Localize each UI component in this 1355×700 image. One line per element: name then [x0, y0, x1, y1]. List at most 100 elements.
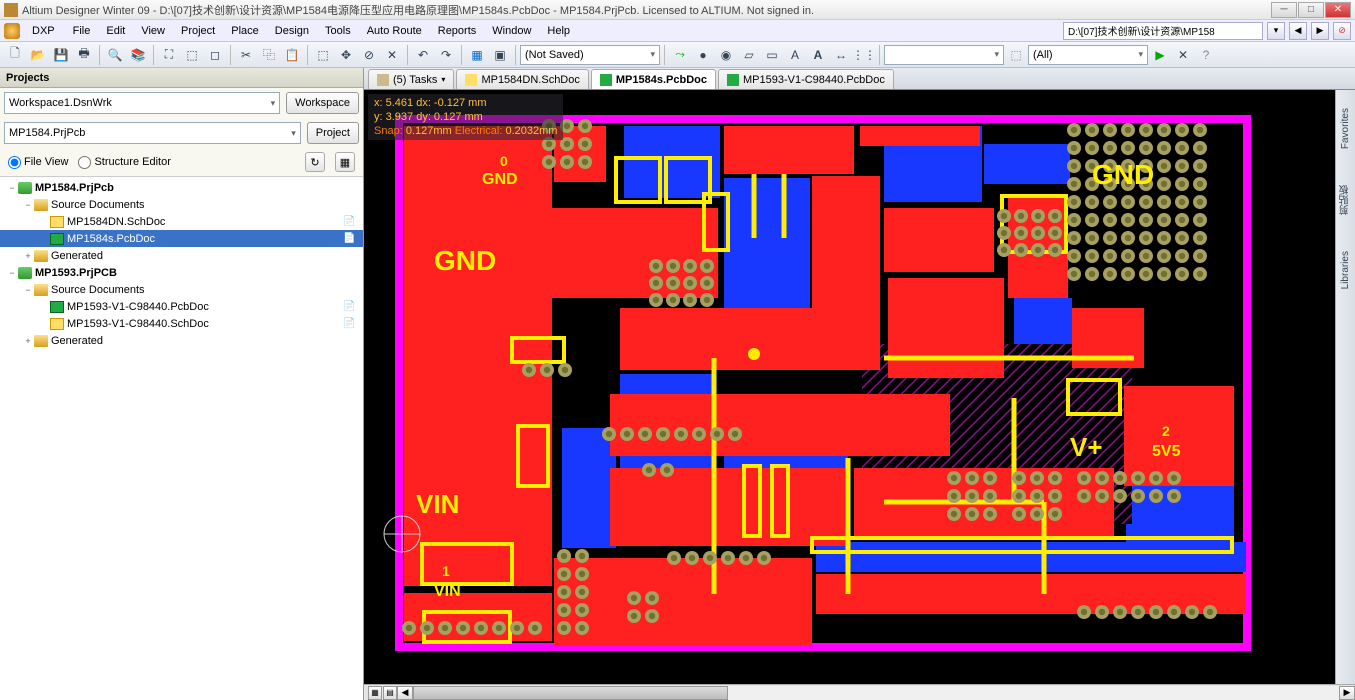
side-tab-剪贴板[interactable]: 剪贴板 — [1336, 177, 1355, 223]
layer-icon[interactable]: ▦ — [466, 44, 488, 66]
menu-project[interactable]: Project — [173, 23, 223, 39]
tree-toggle-icon[interactable]: + — [22, 251, 34, 261]
undo-icon[interactable]: ↶ — [412, 44, 434, 66]
cut-icon[interactable]: ✂ — [235, 44, 257, 66]
filter-combo[interactable] — [884, 45, 1004, 65]
projects-header[interactable]: Projects — [0, 68, 363, 88]
dxp-icon[interactable] — [4, 23, 20, 39]
zoom-area-icon[interactable]: ⬚ — [181, 44, 203, 66]
run-icon[interactable]: ▶ — [1149, 44, 1171, 66]
tree-status-icon: 📄 — [343, 216, 357, 227]
menu-help[interactable]: Help — [539, 23, 578, 39]
scroll-thumb[interactable] — [413, 686, 728, 700]
lib-icon[interactable]: 📚 — [127, 44, 149, 66]
doc-tab[interactable]: MP1584DN.SchDoc — [456, 69, 588, 89]
clear-icon[interactable]: ✕ — [381, 44, 403, 66]
array-icon[interactable]: ⋮⋮ — [853, 44, 875, 66]
all-combo[interactable]: (All) — [1028, 45, 1148, 65]
tree-item[interactable]: −MP1593.PrjPCB — [0, 264, 363, 281]
poly-icon[interactable]: ▱ — [738, 44, 760, 66]
text-bold-icon[interactable]: A — [807, 44, 829, 66]
doc-tab[interactable]: (5) Tasks▾ — [368, 69, 454, 89]
ls-tab-icon[interactable]: ▤ — [383, 686, 397, 700]
ls-tab-icon[interactable]: ▦ — [368, 686, 382, 700]
project-tree[interactable]: −MP1584.PrjPcb−Source DocumentsMP1584DN.… — [0, 176, 363, 700]
route-icon[interactable]: ⤳ — [669, 44, 691, 66]
text-icon[interactable]: A — [784, 44, 806, 66]
select-icon[interactable]: ⬚ — [312, 44, 334, 66]
pcb-canvas[interactable]: 0GNDGNDGNDV+25V5VIN1VIN — [364, 90, 1335, 684]
workspace-button[interactable]: Workspace — [286, 92, 359, 114]
menu-design[interactable]: Design — [267, 23, 317, 39]
maximize-button[interactable]: □ — [1298, 2, 1324, 18]
structure-editor-radio[interactable]: Structure Editor — [78, 156, 170, 169]
workspace-combo[interactable]: Workspace1.DsnWrk — [4, 92, 280, 114]
tree-item[interactable]: +Generated — [0, 247, 363, 264]
menu-dxp[interactable]: DXP — [24, 23, 63, 39]
menu-edit[interactable]: Edit — [98, 23, 133, 39]
chevron-down-icon[interactable]: ▾ — [441, 75, 445, 84]
path-display[interactable]: D:\[07]技术创新\设计资源\MP158 — [1063, 22, 1263, 40]
tree-item[interactable]: −Source Documents — [0, 281, 363, 298]
tree-item[interactable]: −Source Documents — [0, 196, 363, 213]
side-tab-favorites[interactable]: Favorites — [1338, 100, 1353, 157]
minimize-button[interactable]: ─ — [1271, 2, 1297, 18]
help-icon[interactable]: ? — [1195, 44, 1217, 66]
pad-icon[interactable]: ◉ — [715, 44, 737, 66]
snapshot-combo[interactable]: (Not Saved) — [520, 45, 660, 65]
clear2-icon[interactable]: ✕ — [1172, 44, 1194, 66]
move-icon[interactable]: ✥ — [335, 44, 357, 66]
tree-toggle-icon[interactable]: + — [22, 336, 34, 346]
open-icon[interactable]: 📂 — [27, 44, 49, 66]
close-button[interactable]: ✕ — [1325, 2, 1351, 18]
menu-auto-route[interactable]: Auto Route — [359, 23, 430, 39]
horizontal-scrollbar[interactable]: ▦ ▤ ◀ ▶ — [364, 684, 1355, 700]
redo-icon[interactable]: ↷ — [435, 44, 457, 66]
zoom-fit-icon[interactable]: ⛶ — [158, 44, 180, 66]
project-combo[interactable]: MP1584.PrjPcb — [4, 122, 301, 144]
tree-item[interactable]: MP1593-V1-C98440.PcbDoc📄 — [0, 298, 363, 315]
project-button[interactable]: Project — [307, 122, 359, 144]
menu-view[interactable]: View — [133, 23, 173, 39]
scroll-left-icon[interactable]: ◀ — [397, 686, 413, 700]
tree-item[interactable]: MP1584s.PcbDoc📄 — [0, 230, 363, 247]
menu-tools[interactable]: Tools — [317, 23, 359, 39]
file-view-radio[interactable]: File View — [8, 156, 68, 169]
menu-place[interactable]: Place — [223, 23, 267, 39]
nav-home-button[interactable]: ⊘ — [1333, 22, 1351, 40]
tree-toggle-icon[interactable]: − — [6, 183, 18, 193]
via-icon[interactable]: ● — [692, 44, 714, 66]
preview-icon[interactable]: 🔍 — [104, 44, 126, 66]
refresh-icon[interactable]: ↻ — [305, 152, 325, 172]
tree-toggle-icon[interactable]: − — [22, 200, 34, 210]
3d-icon[interactable]: ▣ — [489, 44, 511, 66]
region-icon[interactable]: ▭ — [761, 44, 783, 66]
deselect-icon[interactable]: ⊘ — [358, 44, 380, 66]
tree-item[interactable]: +Generated — [0, 332, 363, 349]
path-dropdown[interactable]: ▾ — [1267, 22, 1285, 40]
doc-tab[interactable]: MP1584s.PcbDoc — [591, 69, 716, 89]
new-icon[interactable]: 🗋 — [4, 44, 26, 66]
menu-reports[interactable]: Reports — [430, 23, 485, 39]
side-tab-libraries[interactable]: Libraries — [1338, 243, 1353, 297]
tree-item[interactable]: MP1584DN.SchDoc📄 — [0, 213, 363, 230]
menu-window[interactable]: Window — [484, 23, 539, 39]
dim-icon[interactable]: ↔ — [830, 44, 852, 66]
nav-back-button[interactable]: ◀ — [1289, 22, 1307, 40]
mask-icon[interactable]: ⬚ — [1005, 44, 1027, 66]
doc-tab[interactable]: MP1593-V1-C98440.PcbDoc — [718, 69, 894, 89]
pcb-viewport[interactable]: 0GNDGNDGNDV+25V5VIN1VIN x: 5.461 dx: -0.… — [364, 90, 1335, 684]
tree-toggle-icon[interactable]: − — [6, 268, 18, 278]
print-icon[interactable]: 🖶 — [73, 44, 95, 66]
nav-fwd-button[interactable]: ▶ — [1311, 22, 1329, 40]
paste-icon[interactable]: 📋 — [281, 44, 303, 66]
copy-icon[interactable]: ⿻ — [258, 44, 280, 66]
tree-toggle-icon[interactable]: − — [22, 285, 34, 295]
menu-file[interactable]: File — [65, 23, 99, 39]
tree-item[interactable]: MP1593-V1-C98440.SchDoc📄 — [0, 315, 363, 332]
scroll-right-icon[interactable]: ▶ — [1339, 686, 1355, 700]
tree-item[interactable]: −MP1584.PrjPcb — [0, 179, 363, 196]
zoom-sel-icon[interactable]: ◻ — [204, 44, 226, 66]
options-icon[interactable]: ▦ — [335, 152, 355, 172]
save-icon[interactable]: 💾 — [50, 44, 72, 66]
